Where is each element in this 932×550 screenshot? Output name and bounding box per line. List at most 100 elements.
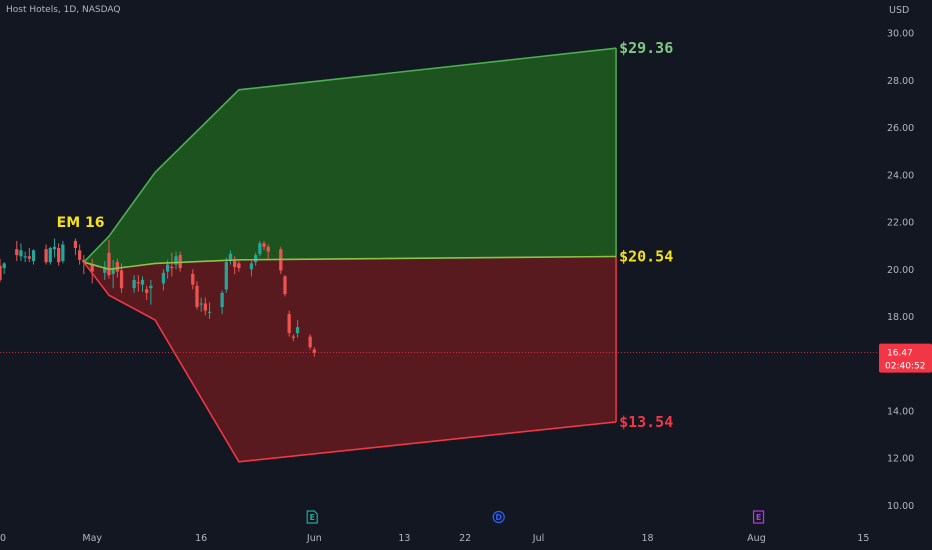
candle[interactable] xyxy=(27,248,31,263)
candle-body xyxy=(19,250,23,257)
candle-body xyxy=(258,243,262,254)
candle[interactable] xyxy=(249,261,254,277)
lower-range-fill xyxy=(83,256,617,462)
y-tick-label: 18.00 xyxy=(887,312,914,323)
candle-body xyxy=(2,263,6,269)
candle-body xyxy=(312,349,316,353)
candle[interactable] xyxy=(77,244,82,265)
candle[interactable] xyxy=(170,252,174,277)
candle-body xyxy=(254,255,258,263)
currency-label: USD xyxy=(889,5,909,16)
level-label: $29.36 xyxy=(619,39,673,57)
candle[interactable] xyxy=(57,243,61,266)
candle-body xyxy=(136,282,140,284)
candle[interactable] xyxy=(44,244,48,265)
x-tick-label: May xyxy=(82,533,102,544)
y-tick-label: 14.00 xyxy=(887,406,914,417)
candle[interactable] xyxy=(220,290,224,315)
price-badge-countdown: 02:40:52 xyxy=(885,362,925,372)
x-tick-label: 22 xyxy=(459,533,471,544)
candle-body xyxy=(149,285,153,289)
upper-range-line xyxy=(83,47,617,263)
candle-body xyxy=(233,261,237,267)
candle[interactable] xyxy=(312,347,316,357)
candle-body xyxy=(44,249,48,263)
candle[interactable] xyxy=(31,249,36,265)
candle[interactable] xyxy=(308,334,312,350)
candle[interactable] xyxy=(195,281,199,310)
candle[interactable] xyxy=(174,251,178,270)
candle[interactable] xyxy=(0,258,2,283)
event-marker[interactable]: E xyxy=(752,510,765,524)
x-tick-label: 18 xyxy=(641,533,653,544)
candle[interactable] xyxy=(199,297,203,312)
event-glyph: D xyxy=(495,513,502,522)
candle[interactable] xyxy=(224,257,228,293)
candle[interactable] xyxy=(19,243,23,261)
y-tick-label: 30.00 xyxy=(887,29,914,40)
earnings-icon xyxy=(306,510,318,524)
price-badge-value: 16.47 xyxy=(887,349,913,359)
symbol-title[interactable]: Host Hotels, 1D, NASDAQ xyxy=(6,5,121,15)
candle[interactable] xyxy=(266,244,270,259)
candle[interactable] xyxy=(228,250,233,265)
candle-body xyxy=(90,264,94,272)
candle[interactable] xyxy=(15,240,19,261)
time-axis[interactable]: 20 May 16 Jun 13 22 Jul 18 Aug 15 xyxy=(0,533,869,544)
candle-body xyxy=(283,276,287,295)
event-glyph: E xyxy=(309,513,314,522)
candle[interactable] xyxy=(145,285,149,300)
candle[interactable] xyxy=(279,246,283,274)
event-marker[interactable]: D xyxy=(492,510,505,524)
candle[interactable] xyxy=(111,259,115,289)
candle-body xyxy=(82,259,86,263)
candle-body xyxy=(73,240,78,249)
candle[interactable] xyxy=(136,275,140,292)
candle-body xyxy=(132,279,136,289)
upper-range-fill xyxy=(83,48,617,270)
candle[interactable] xyxy=(203,297,207,316)
candle-body xyxy=(249,263,254,270)
candle[interactable] xyxy=(52,238,57,258)
candle[interactable] xyxy=(90,258,94,284)
candle[interactable] xyxy=(132,275,136,293)
candle[interactable] xyxy=(61,240,65,264)
candle[interactable] xyxy=(258,240,262,257)
candle[interactable] xyxy=(140,276,145,292)
candle-body xyxy=(48,248,52,263)
candle[interactable] xyxy=(262,240,266,251)
candle[interactable] xyxy=(103,261,107,280)
candle[interactable] xyxy=(48,246,52,265)
candle[interactable] xyxy=(295,320,300,338)
y-tick-label: 22.00 xyxy=(887,218,914,229)
candle[interactable] xyxy=(149,279,153,305)
candle-body xyxy=(262,243,266,247)
candle[interactable] xyxy=(287,310,291,337)
x-tick-label: Aug xyxy=(747,533,766,544)
candle[interactable] xyxy=(283,275,287,297)
candle[interactable] xyxy=(161,269,166,291)
event-marker[interactable]: E xyxy=(306,510,318,524)
candle-body xyxy=(23,256,27,258)
candle-body xyxy=(170,266,174,269)
candle-body xyxy=(31,250,36,261)
level-label: $20.54 xyxy=(619,248,673,266)
candle[interactable] xyxy=(291,334,295,342)
candle[interactable] xyxy=(82,255,86,274)
candle-body xyxy=(145,289,149,293)
candle[interactable] xyxy=(207,302,212,319)
candle-body xyxy=(224,262,228,290)
candle[interactable] xyxy=(107,239,111,279)
candle[interactable] xyxy=(191,269,195,290)
candle[interactable] xyxy=(73,238,78,256)
candle[interactable] xyxy=(2,262,6,274)
candle[interactable] xyxy=(237,261,241,272)
candle-body xyxy=(266,246,270,252)
candle[interactable] xyxy=(23,251,27,263)
event-glyph: E xyxy=(756,513,761,522)
candle-body xyxy=(228,253,233,260)
y-tick-label: 24.00 xyxy=(887,170,914,181)
em-annotation: EM 16 xyxy=(57,215,105,231)
y-tick-label: 26.00 xyxy=(887,123,914,134)
